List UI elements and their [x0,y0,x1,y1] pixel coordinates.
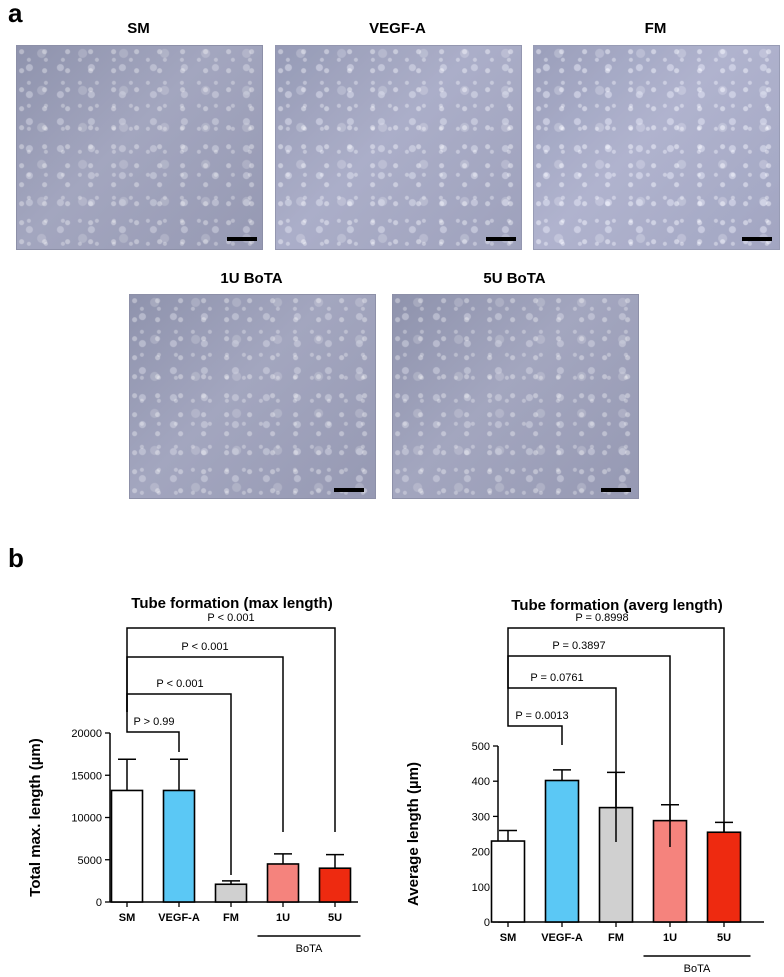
x-tick-label: 5U [717,932,731,944]
significance-bracket [126,627,336,832]
y-tick-label: 15000 [71,770,102,782]
p-value-label: P < 0.001 [181,641,228,653]
bar-sm [490,840,526,923]
x-tick-label: FM [223,912,239,924]
p-value-label: P > 0.99 [133,716,174,728]
x-tick-label: SM [500,932,517,944]
bar-vegf-a [162,789,196,903]
scale-bar [742,237,772,241]
bar-fm [214,883,248,903]
y-axis-label: Total max. length (µm) [27,738,44,896]
group-label: BoTA [296,943,323,955]
bar-chart-average-length: Tube formation (averg length) Average len… [405,597,764,975]
panel-a-letter: a [8,0,23,28]
significance-bracket [507,687,563,745]
y-tick-label: 0 [484,917,490,929]
p-value-label: P = 0.0761 [530,672,583,684]
p-value-label: P = 0.8998 [575,612,628,624]
bar-sm [110,789,144,903]
chart-title: Tube formation (averg length) [511,597,722,614]
bar-5u [318,867,352,903]
x-tick-label: VEGF-A [158,912,200,924]
image-title-1u-bota: 1U BoTA [220,270,283,287]
p-value-label: P < 0.001 [207,612,254,624]
y-tick-label: 20000 [71,728,102,740]
y-tick-label: 500 [472,741,490,753]
significance-bracket [126,712,180,752]
y-tick-label: 100 [472,882,490,894]
p-value-label: P < 0.001 [156,678,203,690]
significance-bracket [507,655,671,847]
x-tick-label: 1U [276,912,290,924]
group-label: BoTA [684,963,711,975]
p-value-label: P = 0.3897 [552,640,605,652]
scale-bar [601,488,631,492]
panel-b-letter: b [8,543,24,573]
y-tick-label: 300 [472,811,490,823]
scale-bar [334,488,364,492]
image-title-vegf-a: VEGF-A [369,20,426,37]
significance-bracket [507,627,725,832]
p-value-label: P = 0.0013 [515,710,568,722]
scale-bar [486,237,516,241]
micrograph-5u-bota [392,294,639,499]
micrograph-1u-bota [129,294,376,499]
y-tick-label: 200 [472,847,490,859]
x-tick-label: VEGF-A [541,932,583,944]
image-title-fm: FM [644,20,667,37]
y-axis-label: Average length (µm) [405,762,422,906]
x-tick-label: 5U [328,912,342,924]
bar-chart-max-length: Tube formation (max length) Total max. le… [27,595,361,955]
image-title-sm: SM [127,20,150,37]
x-tick-label: 1U [663,932,677,944]
y-tick-label: 400 [472,776,490,788]
bar-1u [266,863,300,903]
significance-bracket [507,687,617,842]
chart-title: Tube formation (max length) [131,595,332,612]
micrograph-vegf-a [275,45,522,250]
scale-bar [227,237,257,241]
bar-5u [706,831,742,923]
bar-vegf-a [544,779,580,923]
micrograph-fm [533,45,780,250]
x-tick-label: FM [608,932,624,944]
x-tick-label: SM [119,912,136,924]
significance-bracket [126,656,284,832]
micrograph-sm [16,45,263,250]
y-tick-label: 10000 [71,813,102,825]
image-title-5u-bota: 5U BoTA [483,270,546,287]
y-tick-label: 0 [96,897,102,909]
y-tick-label: 5000 [78,855,102,867]
